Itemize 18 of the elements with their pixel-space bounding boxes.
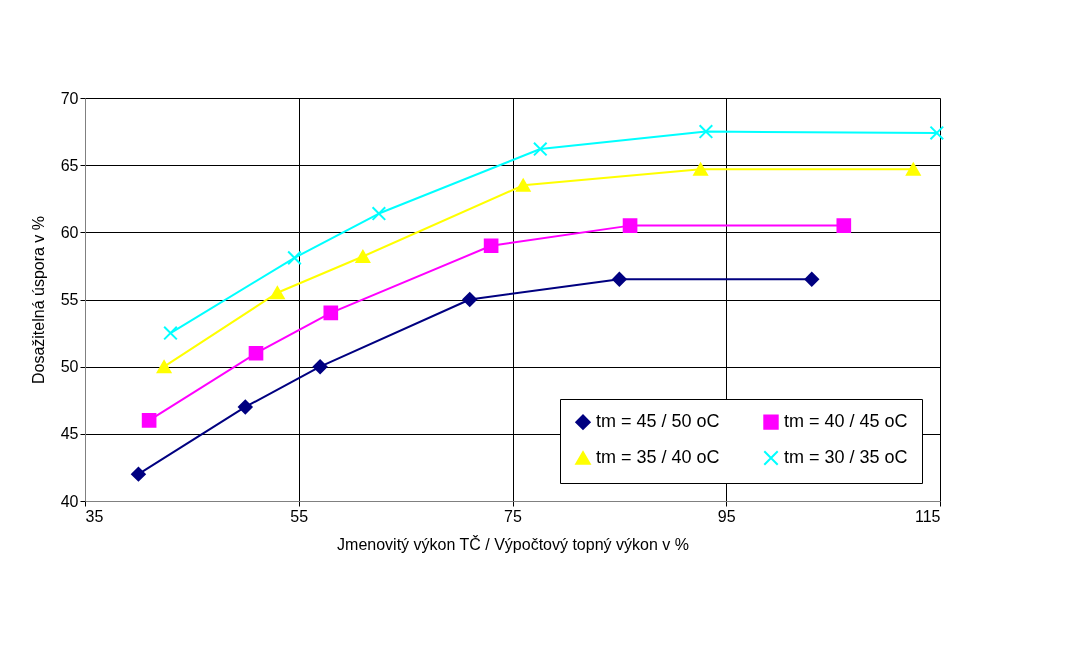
- x-tick-label: 55: [290, 507, 309, 525]
- y-tick-label: 70: [60, 89, 79, 107]
- x-tick-label: 115: [914, 507, 941, 525]
- legend-label: tm = 35 / 40 oC: [596, 447, 720, 467]
- y-tick-label: 45: [60, 425, 79, 443]
- x-axis-title: Jmenovitý výkon TČ / Výpočtový topný výkon v %: [337, 534, 689, 553]
- x-tick-label: 95: [717, 507, 736, 525]
- y-tick-label: 65: [60, 156, 79, 174]
- y-axis-title: Dosažitelná úspora v %: [29, 215, 47, 385]
- y-tick-label: 50: [60, 358, 79, 376]
- x-tick-label: 35: [85, 507, 104, 525]
- legend-label: tm = 45 / 50 oC: [596, 411, 720, 432]
- legend-label: tm = 30 / 35 oC: [784, 447, 908, 467]
- legend-label: tm = 40 / 45 oC: [784, 411, 908, 432]
- y-tick-label: 60: [60, 223, 79, 241]
- y-tick-label: 55: [60, 291, 79, 308]
- y-tick-label: 40: [60, 492, 79, 510]
- x-tick-label: 75: [504, 507, 522, 525]
